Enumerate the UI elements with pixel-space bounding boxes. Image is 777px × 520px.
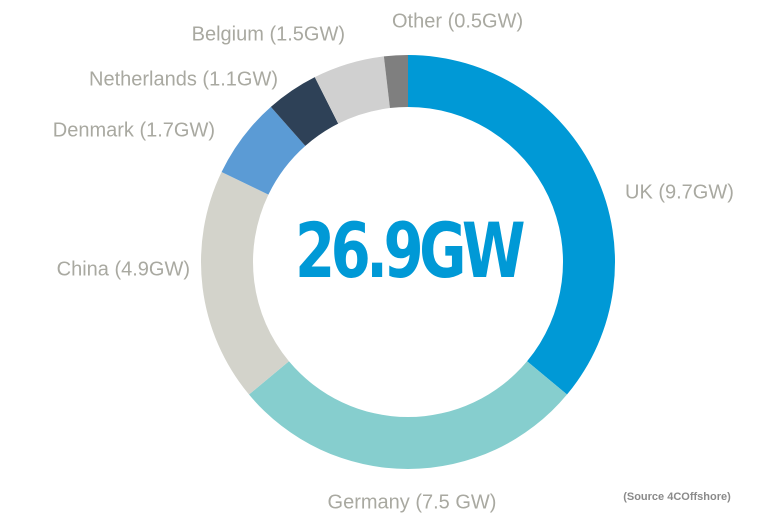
donut-slice [270, 77, 339, 146]
slice-label: Denmark (1.7GW) [53, 119, 215, 141]
source-note: (Source 4COffshore) [623, 491, 731, 503]
center-label: 26.9GW [295, 206, 524, 295]
donut-slice [201, 172, 289, 395]
slice-label: UK (9.7GW) [625, 181, 734, 203]
donut-slice [314, 56, 390, 124]
donut-slice [221, 106, 306, 195]
slice-label: China (4.9GW) [57, 258, 190, 280]
slice-label: Germany (7.5 GW) [328, 491, 497, 513]
donut-slice [408, 55, 615, 395]
slice-label: Belgium (1.5GW) [192, 23, 345, 45]
slice-label: Other (0.5GW) [392, 10, 523, 32]
slice-label: Netherlands (1.1GW) [89, 68, 278, 90]
donut-slice [383, 55, 408, 109]
donut-slice [248, 361, 568, 469]
